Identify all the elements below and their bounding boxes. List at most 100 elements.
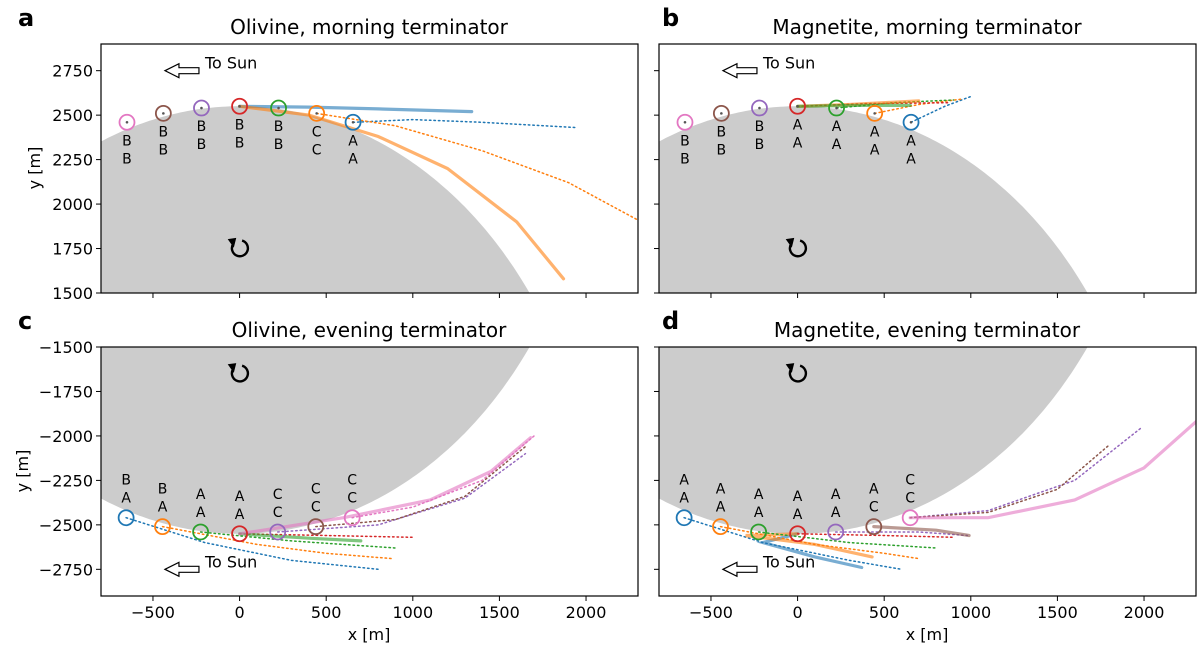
panel-a-particle-5 <box>308 104 326 122</box>
panel-c-axes: −500 0 500 1000 1500 2000 −2750 −2500 −2250 −2000… <box>39 338 607 622</box>
panel-a-particle-6 <box>344 113 362 131</box>
panel-d-track-5 <box>796 533 955 539</box>
panel-b-particle-0 <box>676 113 694 131</box>
panel-d-particle-0 <box>675 509 693 527</box>
panel-c-track-0 <box>125 516 379 571</box>
panel-d-counterclockwise-arrow-icon <box>785 363 808 383</box>
panel-a-particle-6-center <box>351 120 355 124</box>
panel-d-track-8 <box>909 426 1144 519</box>
panel-d-particle-2-label-0: A <box>754 487 764 503</box>
panel-a-particle-0-label-1: B <box>122 151 132 167</box>
panel-d-track-10 <box>908 420 1196 520</box>
panel-b-particle-6 <box>902 113 920 131</box>
panel-d-particle-2-label-1: A <box>754 505 764 521</box>
panel-d-track-2 <box>719 525 920 560</box>
panel-d-track-9 <box>909 444 1111 519</box>
panel-c-counterclockwise-arrow-icon <box>227 363 250 383</box>
panel-d-title: Magnetite, evening terminator <box>774 318 1081 342</box>
panel-b-body <box>659 106 1088 293</box>
panel-b-particle-5-label-0: A <box>870 124 880 140</box>
panel-c-xtick-label-4: 1500 <box>479 603 520 622</box>
panel-b-particle-3 <box>789 97 806 115</box>
panel-d-xtick-label-5: 2000 <box>1124 603 1165 622</box>
panel-b-track-0 <box>910 95 972 124</box>
panel-b-particle-2-label-0: B <box>755 119 765 135</box>
panel-b-particle-2-center <box>758 106 761 110</box>
panel-c-letter: c <box>18 307 32 335</box>
panel-d-xlabel: x [m] <box>906 625 949 644</box>
panel-a-particle-1-label-0: B <box>159 124 169 140</box>
panel-b-particle-4-label-1: A <box>832 137 842 153</box>
panel-a-particle-6-label-1: A <box>348 151 358 167</box>
panel-c-particle-0-label-1: A <box>121 491 131 507</box>
panel-c-sun-label: To Sun <box>204 552 257 571</box>
panel-a-particle-3-label-0: B <box>235 117 245 133</box>
panel-a-particle-3-center <box>238 104 241 108</box>
panel-a-particle-2 <box>193 99 210 117</box>
panel-a-ytick-label-4: 2500 <box>52 106 93 125</box>
panel-c-ytick-label-1: −2500 <box>39 516 93 535</box>
panel-a-particle-0-label-0: B <box>122 133 132 149</box>
panel-c-track-1 <box>161 525 393 560</box>
panel-c-particle-6-label-1: C <box>347 491 357 507</box>
panel-a-particle-0-center <box>125 120 129 124</box>
panel-a-frame <box>100 43 639 294</box>
panel-d-track-7 <box>872 525 971 538</box>
panel-a-particle-0 <box>118 113 136 131</box>
panel-c-particle-6 <box>343 509 361 527</box>
panel-a-ytick-label-0: 1500 <box>52 284 93 303</box>
panel-b-particle-0-center <box>683 120 687 124</box>
panel-a-particle-5-label-0: C <box>312 124 322 140</box>
panel-a-ytick-label-3: 2250 <box>52 151 93 170</box>
panel-c-track-7 <box>351 435 535 519</box>
panel-d-particle-0-label-1: A <box>679 491 689 507</box>
panel-a-particle-4 <box>270 99 287 117</box>
panel-a-counterclockwise-arrow-icon <box>227 237 250 258</box>
panel-d-particle-6-label-0: C <box>905 473 915 489</box>
panel-b-particle-4-label-0: A <box>832 119 842 135</box>
panel-b-particle-1 <box>712 104 730 122</box>
panel-a-particle-5-center <box>315 112 318 115</box>
panel-a-sun-arrow-icon <box>163 62 200 79</box>
panel-d-particle-3 <box>789 525 806 543</box>
panel-c-body <box>101 347 530 534</box>
panel-d-axes: −500 0 500 1000 1500 2000 <box>654 346 1165 622</box>
panel-b-track-1 <box>873 98 963 115</box>
panel-a-particle-6-label-0: A <box>348 133 358 149</box>
panel-d-particle-6 <box>901 509 919 527</box>
panel-a-particle-1-label-1: B <box>159 142 169 158</box>
panel-d-track-0 <box>683 516 903 571</box>
panel-b-plot <box>659 95 1088 293</box>
panel-d-particle-3-label-1: A <box>793 507 803 523</box>
panel-c-particle-1-label-1: A <box>158 500 168 516</box>
panel-a-particle-2-center <box>200 106 203 110</box>
panel-b-particle-4-center <box>835 106 838 110</box>
panel-c-ytick-label-3: −2000 <box>39 427 93 446</box>
panel-c-ylabel: y [m] <box>13 450 32 493</box>
panel-b-particle-1-label-1: B <box>717 142 727 158</box>
panel-d-particle-6-label-1: C <box>905 491 915 507</box>
panel-c-particle-5-label-1: C <box>311 500 321 516</box>
panel-c-xtick-label-2: 500 <box>311 603 342 622</box>
panel-a-body <box>101 106 530 293</box>
panel-d-particle-1-label-0: A <box>716 482 726 498</box>
panel-b-particle-2-label-1: B <box>755 137 765 153</box>
panel-b-particle-1-label-0: B <box>717 124 727 140</box>
panel-c-particle-3-label-1: A <box>235 507 245 523</box>
panel-d-particle-5 <box>865 518 883 536</box>
panel-a-track-1 <box>238 104 474 114</box>
panel-a-particle-1-center <box>162 112 165 115</box>
panel-c-xlabel: x [m] <box>348 625 391 644</box>
panel-c-xtick-label-3: 1000 <box>392 603 433 622</box>
panel-a-particle-2-label-1: B <box>197 137 207 153</box>
panel-a-ytick-label-1: 1750 <box>52 240 93 259</box>
panel-d-track-4 <box>757 531 937 549</box>
panel-a-particle-4-center <box>277 106 280 110</box>
panel-b-particle-6-label-0: A <box>906 133 916 149</box>
panel-a-ytick-label-2: 2000 <box>52 195 93 214</box>
panel-b-particle-0-label-0: B <box>680 133 690 149</box>
panel-b-title: Magnetite, morning terminator <box>772 15 1082 39</box>
